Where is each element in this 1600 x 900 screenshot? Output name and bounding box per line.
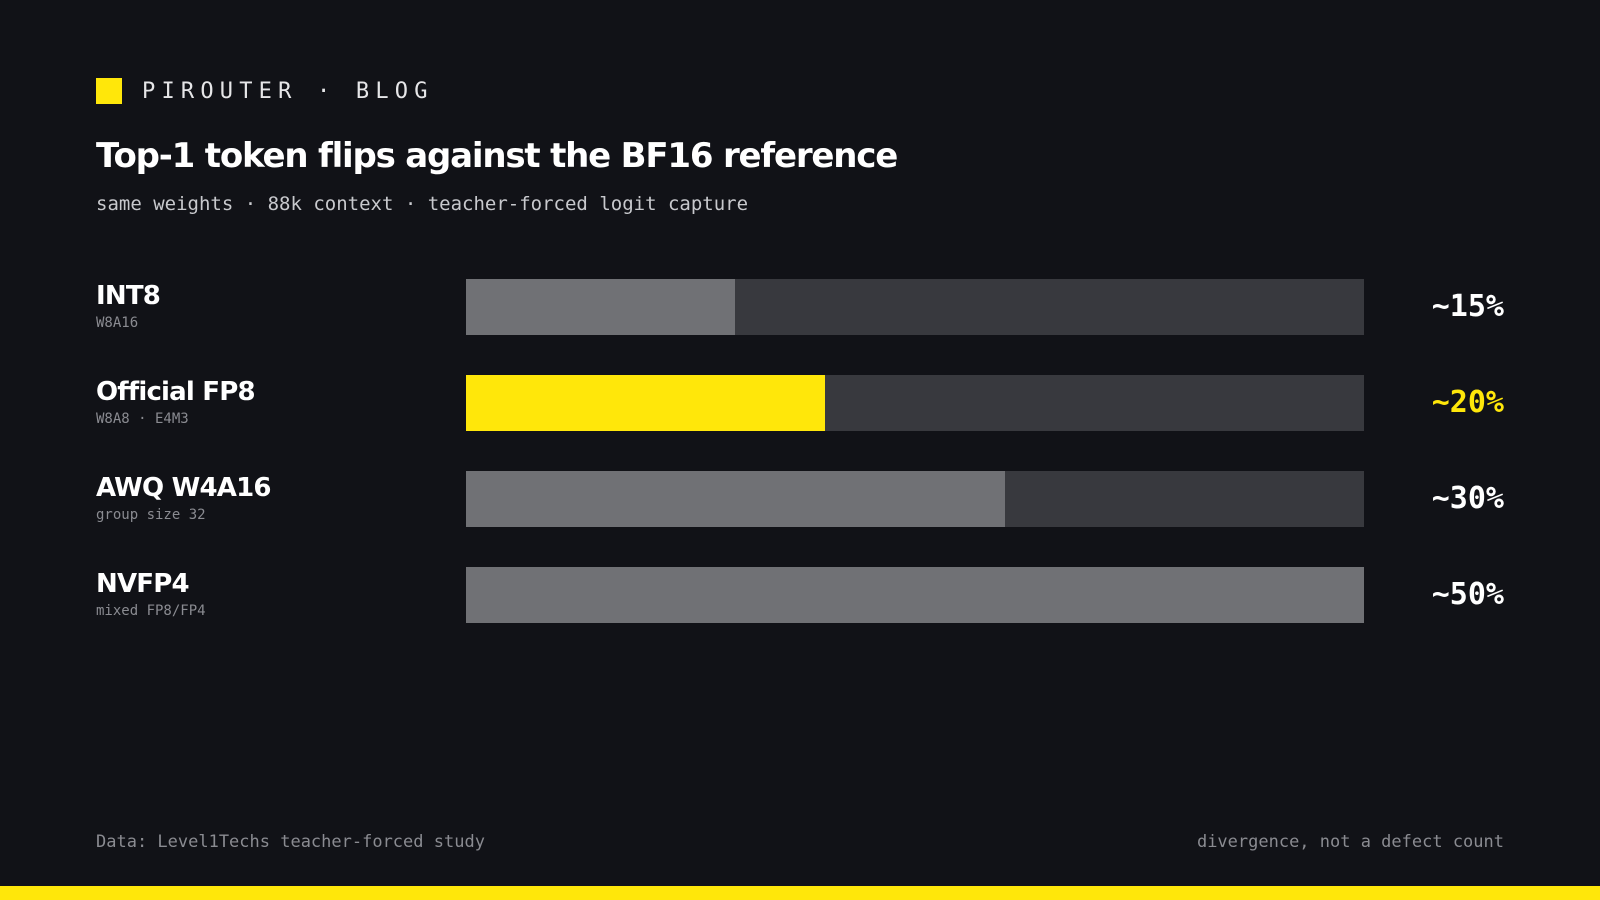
bar-row: AWQ W4A16 group size 32 ~30% <box>0 471 1600 527</box>
brand-text: PIROUTER · BLOG <box>142 78 434 104</box>
bar-row: INT8 W8A16 ~15% <box>0 279 1600 335</box>
bottom-accent-stripe <box>0 886 1600 900</box>
bar-track <box>466 471 1364 527</box>
category-label: AWQ W4A16 <box>96 473 271 503</box>
bar <box>466 567 1364 623</box>
bar-row: NVFP4 mixed FP8/FP4 ~50% <box>0 567 1600 623</box>
chart-subtitle: same weights · 88k context · teacher-for… <box>96 193 749 215</box>
category-label: Official FP8 <box>96 377 256 407</box>
bar <box>466 375 826 431</box>
category-detail-label: group size 32 <box>96 507 206 523</box>
category-label: NVFP4 <box>96 569 190 599</box>
bar-row: Official FP8 W8A8 · E4M3 ~20% <box>0 375 1600 431</box>
footnote: divergence, not a defect count <box>1196 832 1504 852</box>
brand-header: PIROUTER · BLOG <box>96 78 434 104</box>
category-label: INT8 <box>96 281 161 311</box>
bar-track <box>466 279 1364 335</box>
value-label: ~20% <box>1431 385 1504 420</box>
bar-track <box>466 375 1364 431</box>
value-label: ~50% <box>1431 577 1504 612</box>
category-detail-label: W8A16 <box>96 315 139 331</box>
bar-track <box>466 567 1364 623</box>
chart-title: Top-1 token flips against the BF16 refer… <box>96 136 898 176</box>
brand-logo-square-icon <box>96 78 122 104</box>
value-label: ~30% <box>1431 481 1504 516</box>
data-source-note: Data: Level1Techs teacher-forced study <box>96 832 485 852</box>
bar <box>466 471 1005 527</box>
category-detail-label: W8A8 · E4M3 <box>96 411 189 427</box>
bar <box>466 279 736 335</box>
category-detail-label: mixed FP8/FP4 <box>96 603 206 619</box>
value-label: ~15% <box>1431 289 1504 324</box>
